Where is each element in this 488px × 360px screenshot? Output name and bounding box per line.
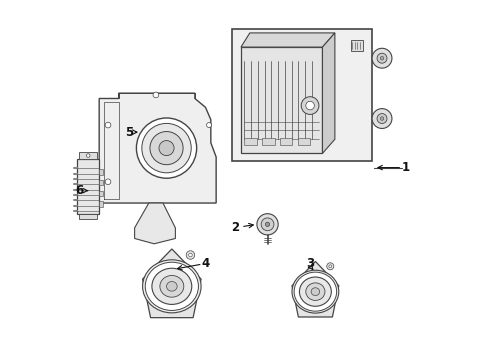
Text: 1: 1 — [401, 161, 409, 174]
Polygon shape — [134, 203, 175, 244]
Circle shape — [188, 253, 192, 257]
Ellipse shape — [310, 288, 319, 296]
Circle shape — [326, 263, 333, 270]
Text: 4: 4 — [201, 257, 209, 270]
Circle shape — [142, 123, 191, 173]
Polygon shape — [322, 33, 334, 153]
Circle shape — [206, 123, 211, 127]
Polygon shape — [99, 93, 216, 203]
Ellipse shape — [152, 268, 191, 305]
Bar — [262, 138, 274, 145]
Bar — [350, 40, 363, 51]
Circle shape — [256, 214, 278, 235]
Bar — [279, 138, 292, 145]
Ellipse shape — [305, 283, 325, 301]
Bar — [99, 201, 102, 207]
Circle shape — [305, 101, 314, 110]
Ellipse shape — [293, 272, 336, 311]
Circle shape — [380, 57, 383, 60]
Ellipse shape — [160, 275, 183, 297]
Bar — [232, 30, 371, 161]
Text: 6: 6 — [76, 184, 83, 197]
Bar — [241, 47, 322, 153]
Polygon shape — [142, 249, 201, 318]
Circle shape — [380, 117, 383, 120]
Bar — [77, 159, 99, 214]
Polygon shape — [79, 152, 97, 159]
Ellipse shape — [145, 262, 198, 310]
Circle shape — [376, 53, 386, 63]
Bar — [297, 138, 309, 145]
Ellipse shape — [142, 260, 201, 313]
Text: 2: 2 — [231, 221, 239, 234]
Circle shape — [371, 109, 391, 129]
Circle shape — [371, 48, 391, 68]
Circle shape — [136, 118, 196, 178]
Text: 5: 5 — [125, 126, 133, 139]
Polygon shape — [79, 214, 97, 219]
Ellipse shape — [299, 277, 331, 306]
Circle shape — [301, 97, 318, 114]
Polygon shape — [241, 33, 334, 47]
Circle shape — [328, 265, 331, 268]
Circle shape — [105, 122, 111, 128]
Circle shape — [261, 218, 273, 231]
Circle shape — [105, 179, 111, 185]
Circle shape — [186, 251, 194, 259]
Circle shape — [159, 140, 174, 156]
Circle shape — [150, 131, 183, 165]
Polygon shape — [291, 261, 338, 317]
Circle shape — [153, 92, 159, 98]
Ellipse shape — [291, 270, 338, 313]
Bar — [99, 169, 102, 175]
Bar — [99, 191, 102, 196]
Text: 3: 3 — [305, 257, 313, 270]
Bar — [244, 138, 256, 145]
Circle shape — [86, 154, 90, 157]
Bar — [99, 180, 102, 185]
Circle shape — [265, 222, 269, 226]
Circle shape — [376, 113, 386, 123]
Ellipse shape — [166, 282, 177, 291]
